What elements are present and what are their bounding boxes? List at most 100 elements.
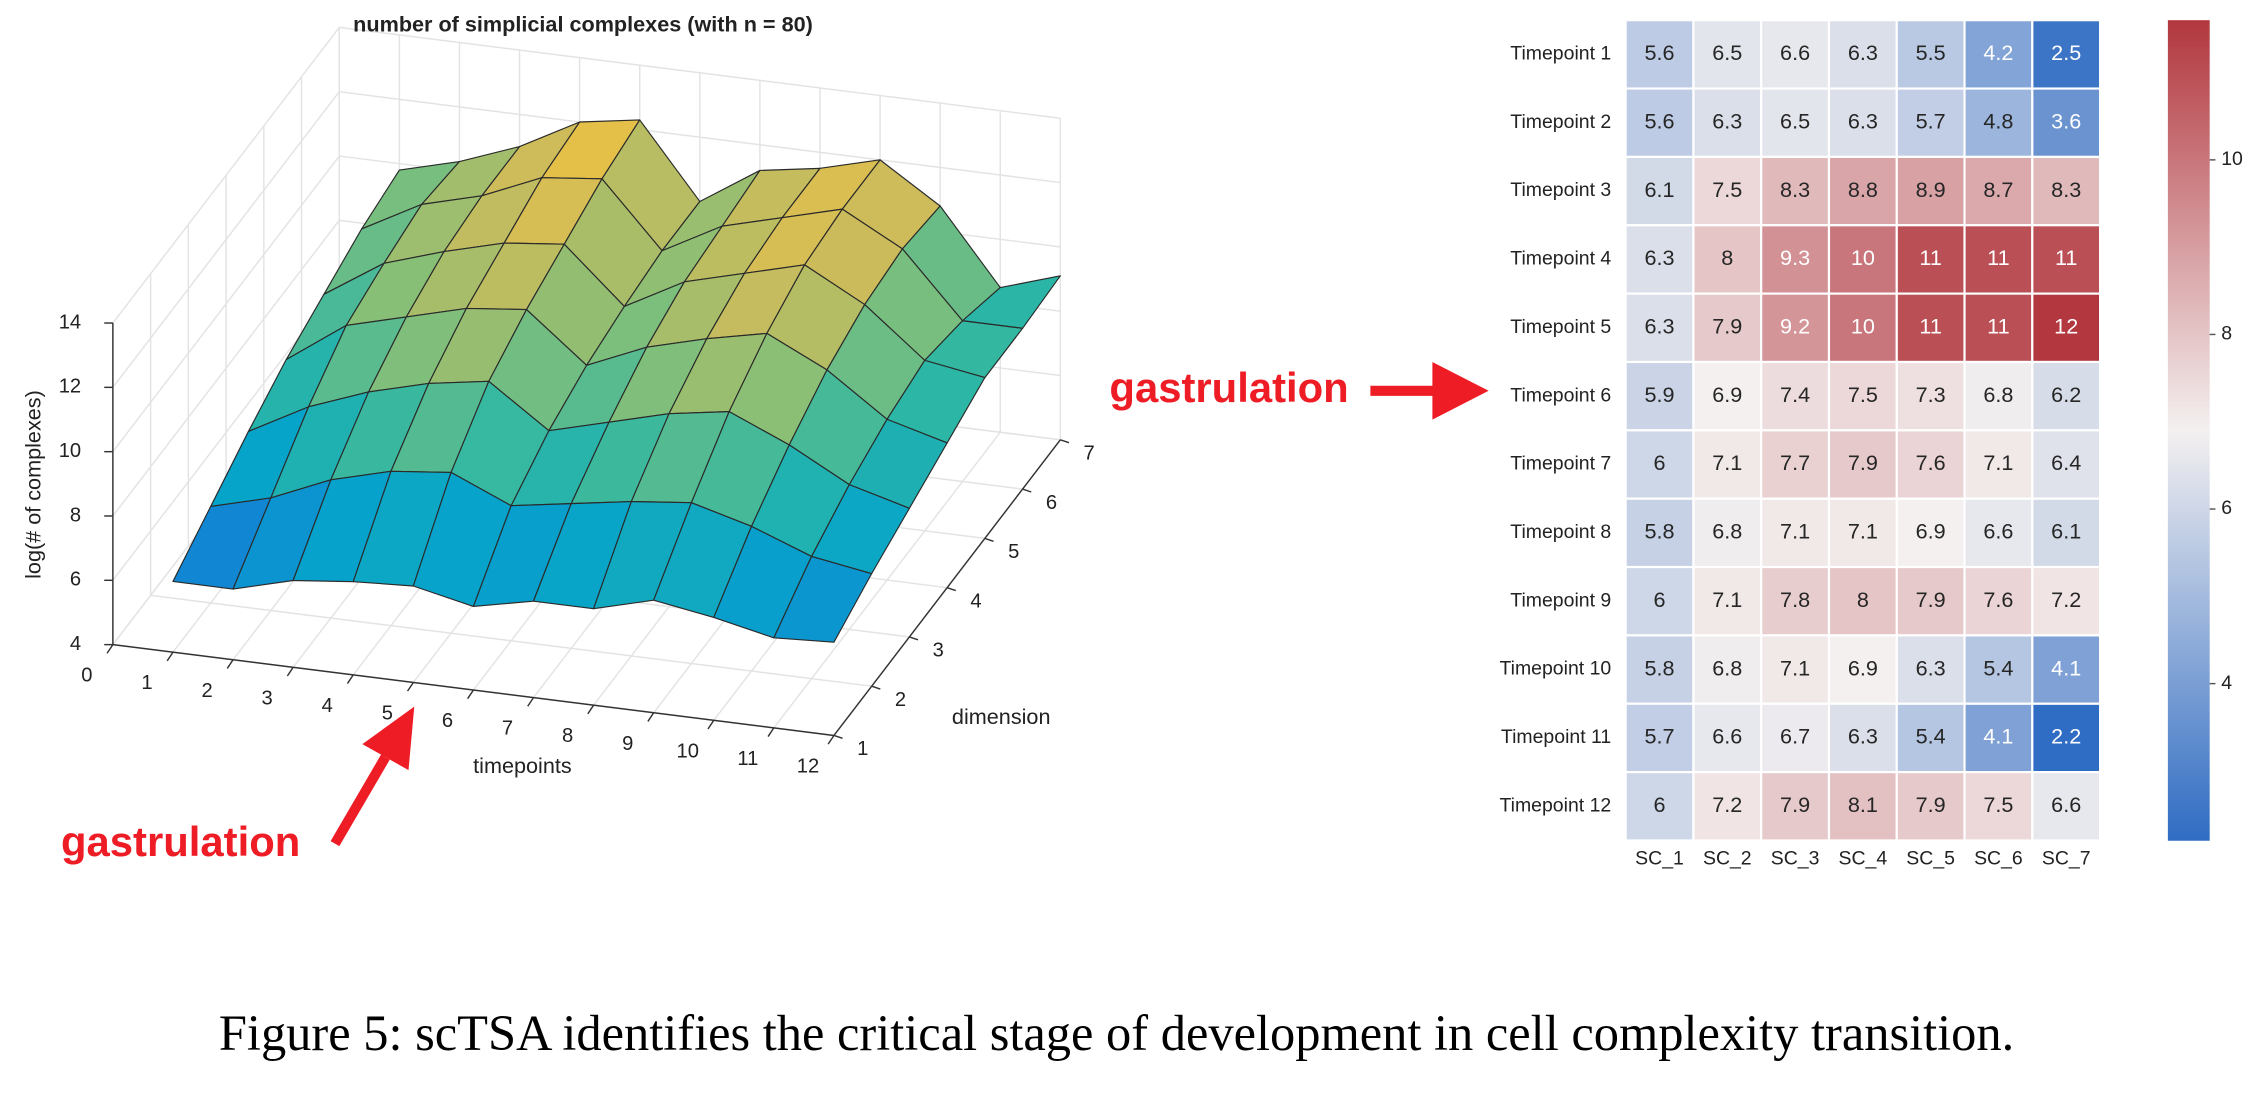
row-label: Timepoint 4: [1510, 248, 1611, 270]
heatmap-cell: [1827, 87, 1898, 158]
cell-label: 6: [1654, 587, 1666, 612]
cell-label: 12: [2054, 314, 2078, 339]
cell-label: 6.9: [1916, 519, 1946, 544]
cell-label: 7.4: [1780, 382, 1810, 407]
heatmap-cell: [1692, 360, 1763, 432]
tick-mark: [833, 734, 843, 740]
cell-label: 10: [1851, 245, 1875, 270]
tick-mark: [527, 697, 535, 707]
heatmap-cell: [1895, 224, 1966, 295]
x-tick-label: 8: [562, 725, 573, 747]
x-tick-label: 7: [502, 718, 513, 740]
cell-label: 7.3: [1916, 382, 1946, 407]
cell-label: 11: [2055, 245, 2077, 270]
cell-label: 6.5: [1780, 108, 1810, 133]
heatmap-cell: [1624, 224, 1695, 295]
z-tick-label: 8: [70, 504, 81, 526]
colorbar-tick-label: 6: [2221, 497, 2232, 519]
tick-mark: [871, 685, 881, 690]
cell-label: 7.1: [1780, 519, 1810, 544]
tick-mark: [946, 586, 957, 592]
row-label: Timepoint 5: [1510, 316, 1611, 338]
cell-label: 6.1: [2051, 519, 2081, 544]
x-tick-label: 0: [81, 665, 92, 687]
column-label: SC_2: [1703, 848, 1752, 870]
cell-label: 6.1: [1645, 177, 1675, 202]
cell-label: 4.8: [1983, 108, 2013, 133]
heatmap-cell: [2031, 702, 2102, 774]
column-label: SC_5: [1906, 848, 1955, 870]
cell-label: 7.5: [1983, 792, 2013, 817]
cell-label: 6.3: [1848, 724, 1878, 749]
grid-line: [150, 594, 872, 687]
cell-label: 7.5: [1848, 382, 1878, 407]
cell-label: 5.6: [1645, 108, 1675, 133]
cell-label: 9.2: [1780, 314, 1810, 339]
surface-patch: [773, 555, 873, 643]
cell-label: 6.4: [2051, 450, 2081, 475]
heatmap-cell: [2031, 565, 2102, 637]
x-tick-label: 12: [797, 756, 819, 778]
z-tick-label: 4: [70, 633, 81, 655]
cell-label: 8.1: [1848, 792, 1878, 817]
heatmap-cell: [1895, 155, 1966, 227]
heatmap-cell: [1624, 87, 1695, 158]
x-tick-label: 3: [262, 687, 273, 709]
heatmap-cell: [1827, 429, 1898, 500]
row-label: Timepoint 12: [1499, 794, 1611, 816]
row-label: Timepoint 3: [1510, 179, 1611, 201]
cell-label: 7.1: [1983, 450, 2013, 475]
cell-label: 8.3: [2051, 177, 2081, 202]
tick-mark: [226, 659, 234, 669]
tick-mark: [984, 537, 994, 542]
row-label: Timepoint 8: [1510, 521, 1611, 543]
heatmap-cell: [1760, 771, 1831, 842]
cell-label: 5.4: [1983, 655, 2013, 680]
column-label: SC_6: [1974, 848, 2023, 870]
y-axis-label: dimension: [952, 704, 1051, 729]
cell-label: 6.6: [1712, 724, 1742, 749]
y-tick-label: 6: [1046, 492, 1057, 514]
cell-label: 7.9: [1848, 450, 1878, 475]
heatmap-cell: [1692, 155, 1763, 227]
cell-label: 6: [1654, 450, 1666, 475]
tick-mark: [647, 712, 655, 722]
cell-label: 5.6: [1645, 40, 1675, 65]
cell-label: 4.1: [1983, 724, 2013, 749]
row-label: Timepoint 1: [1510, 43, 1611, 65]
cell-label: 5.5: [1916, 40, 1946, 65]
x-tick-label: 4: [322, 695, 333, 717]
tick-mark: [346, 674, 354, 684]
cell-label: 8.8: [1848, 177, 1878, 202]
colorbar-tick-label: 10: [2221, 148, 2243, 170]
z-tick-label: 10: [59, 440, 81, 462]
cell-label: 8: [1721, 245, 1733, 270]
cell-label: 5.8: [1645, 655, 1675, 680]
heatmap-cell: [1827, 565, 1898, 637]
cell-label: 7.1: [1780, 655, 1810, 680]
heatmap-cell: [1692, 702, 1763, 774]
colorbar: [2167, 20, 2210, 841]
cell-label: 6.3: [1848, 108, 1878, 133]
cell-label: 10: [1851, 314, 1875, 339]
heatmap-cell: [1624, 497, 1695, 569]
cell-label: 11: [1919, 245, 1941, 270]
tick-mark: [767, 727, 775, 737]
y-tick-label: 7: [1084, 443, 1095, 465]
cell-label: 6: [1654, 792, 1666, 817]
heatmap-cell: [2031, 429, 2102, 500]
cell-label: 6.3: [1848, 40, 1878, 65]
cell-label: 6.6: [1780, 40, 1810, 65]
heatmap-cell: [2031, 360, 2102, 432]
heatmap-cell: [1624, 429, 1695, 500]
heatmap-cell: [1624, 565, 1695, 637]
cell-label: 7.9: [1780, 792, 1810, 817]
cell-label: 4.1: [2051, 655, 2081, 680]
cell-label: 7.2: [1712, 792, 1742, 817]
cell-label: 11: [1987, 314, 2009, 339]
cell-label: 6.2: [2051, 382, 2081, 407]
x-tick-label: 2: [201, 680, 212, 702]
cell-label: 7.8: [1780, 587, 1810, 612]
